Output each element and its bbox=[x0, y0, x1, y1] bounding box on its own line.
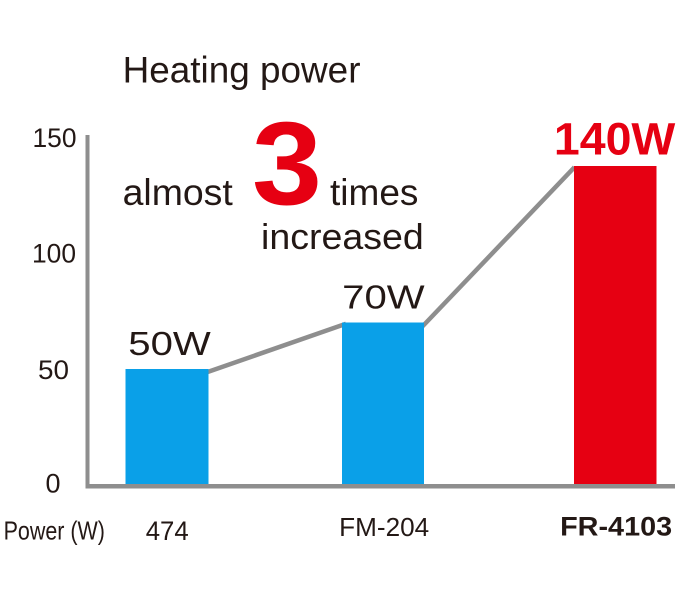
svg-text:almost: almost bbox=[123, 172, 234, 213]
svg-text:474: 474 bbox=[146, 516, 189, 546]
svg-text:50W: 50W bbox=[128, 325, 212, 362]
svg-text:increased: increased bbox=[261, 216, 424, 257]
svg-text:Power (W): Power (W) bbox=[4, 515, 105, 545]
svg-text:times: times bbox=[330, 172, 418, 213]
svg-text:70W: 70W bbox=[342, 278, 426, 315]
svg-text:100: 100 bbox=[32, 238, 76, 268]
svg-text:0: 0 bbox=[45, 469, 60, 499]
svg-text:140W: 140W bbox=[554, 114, 676, 165]
svg-text:50: 50 bbox=[38, 355, 69, 385]
svg-text:Heating power: Heating power bbox=[123, 50, 361, 91]
svg-text:3: 3 bbox=[252, 98, 322, 229]
svg-text:FM-204: FM-204 bbox=[339, 512, 429, 542]
svg-text:FR-4103: FR-4103 bbox=[560, 512, 672, 542]
svg-text:150: 150 bbox=[33, 123, 77, 153]
